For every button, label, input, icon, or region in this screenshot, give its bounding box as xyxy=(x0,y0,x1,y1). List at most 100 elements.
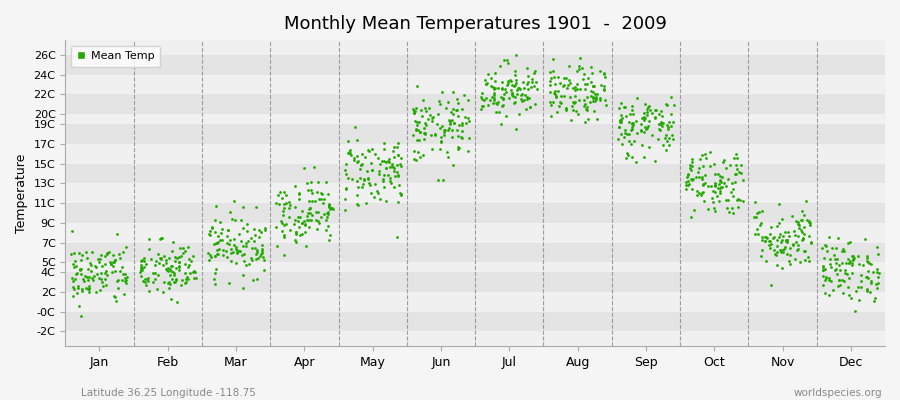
Point xyxy=(236,204,250,210)
Point xyxy=(803,222,817,229)
Point xyxy=(698,151,712,158)
Point xyxy=(444,109,458,115)
Point xyxy=(724,188,738,195)
Point xyxy=(102,249,116,255)
Point xyxy=(706,204,721,211)
Point xyxy=(238,243,253,250)
Point xyxy=(783,252,797,258)
Point xyxy=(570,81,584,88)
Point xyxy=(708,171,723,178)
Point xyxy=(250,247,265,253)
Point xyxy=(713,187,727,194)
Point xyxy=(144,255,158,262)
Point xyxy=(683,166,698,173)
Point xyxy=(852,296,867,303)
Point xyxy=(209,203,223,209)
Point xyxy=(237,258,251,264)
Point xyxy=(802,233,816,240)
Point xyxy=(789,239,804,246)
Point xyxy=(715,183,729,190)
Point xyxy=(176,244,190,251)
Point xyxy=(842,256,856,262)
Point xyxy=(417,125,431,131)
Point xyxy=(289,230,303,237)
Point xyxy=(319,179,333,186)
Point xyxy=(304,187,319,193)
Point xyxy=(584,87,598,94)
Point xyxy=(247,238,261,244)
Point xyxy=(146,279,160,286)
Point xyxy=(499,113,513,119)
Point xyxy=(750,210,764,216)
Point xyxy=(185,269,200,276)
Point xyxy=(203,254,218,260)
Point xyxy=(462,134,476,141)
Point xyxy=(626,122,640,128)
Point xyxy=(216,246,230,253)
Point xyxy=(254,251,268,258)
Point xyxy=(413,129,428,136)
Point xyxy=(158,257,173,263)
Point xyxy=(381,158,395,164)
Point xyxy=(477,97,491,103)
Point xyxy=(619,150,634,156)
Point xyxy=(838,267,852,273)
Point xyxy=(815,266,830,273)
Point xyxy=(508,68,522,74)
Point xyxy=(116,290,130,297)
Point xyxy=(568,99,582,106)
Point xyxy=(166,239,180,246)
Point xyxy=(566,106,580,113)
Point xyxy=(320,208,335,215)
Point xyxy=(563,117,578,124)
Point xyxy=(371,190,385,197)
Point xyxy=(590,94,604,100)
Point xyxy=(81,277,95,284)
Point xyxy=(500,89,514,96)
Point xyxy=(850,253,865,260)
Point xyxy=(796,216,810,223)
Point xyxy=(382,164,397,171)
Point xyxy=(178,275,193,282)
Point xyxy=(69,270,84,276)
Point xyxy=(80,274,94,280)
Point xyxy=(372,168,386,175)
Point xyxy=(568,93,582,99)
Point xyxy=(83,259,97,266)
Point xyxy=(520,79,535,86)
Point xyxy=(869,281,884,288)
Point xyxy=(611,124,625,130)
Point xyxy=(780,229,795,235)
Point xyxy=(276,205,291,211)
Point xyxy=(693,156,707,162)
Point xyxy=(625,106,639,113)
Point xyxy=(828,267,842,274)
Point xyxy=(772,220,787,226)
Point xyxy=(244,255,258,262)
Point xyxy=(89,289,104,296)
Point xyxy=(629,159,643,165)
Point xyxy=(108,268,122,274)
Point xyxy=(305,198,320,204)
Point xyxy=(584,93,598,100)
Point xyxy=(508,72,522,78)
Point xyxy=(309,208,323,215)
Point xyxy=(321,202,336,208)
Point xyxy=(572,66,587,72)
Point xyxy=(580,116,595,122)
Point xyxy=(528,101,543,107)
Point xyxy=(302,209,317,216)
Point xyxy=(189,274,203,281)
Point xyxy=(321,201,336,208)
Point xyxy=(420,116,435,122)
Point xyxy=(695,174,709,180)
Point xyxy=(169,298,184,305)
Point xyxy=(433,146,447,152)
Point xyxy=(229,245,243,252)
Point xyxy=(148,262,163,269)
Point xyxy=(486,100,500,106)
Point xyxy=(816,267,831,273)
Point xyxy=(495,86,509,92)
Point xyxy=(427,114,441,121)
Point xyxy=(312,196,327,202)
